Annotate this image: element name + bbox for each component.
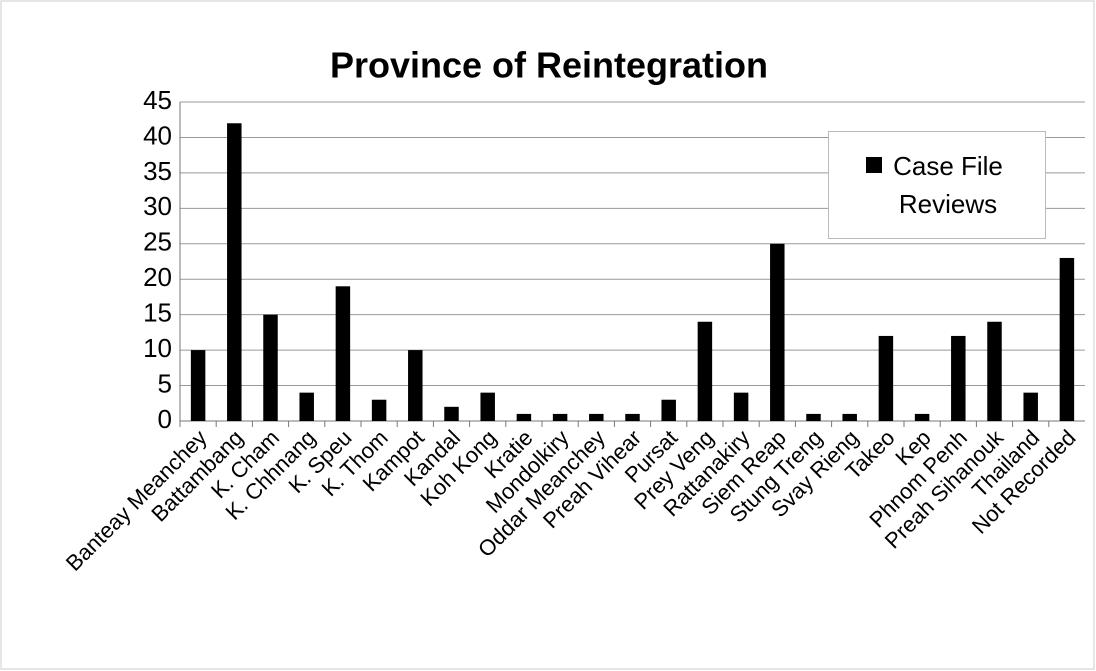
bar	[878, 335, 894, 421]
y-tick-label: 20	[143, 262, 172, 292]
bar	[227, 123, 242, 422]
y-tick-label: 45	[143, 85, 172, 115]
bar	[552, 413, 568, 421]
bar	[190, 350, 206, 421]
y-tick-label: 10	[143, 333, 172, 363]
bar	[263, 314, 278, 421]
legend: Case File Reviews	[828, 131, 1046, 239]
bar	[1059, 257, 1075, 421]
bar	[299, 392, 314, 421]
bar	[516, 413, 532, 421]
bar	[1023, 392, 1038, 421]
legend-label: Case File Reviews	[893, 151, 1003, 219]
bar	[371, 399, 387, 421]
bar	[733, 392, 749, 421]
bar	[335, 286, 351, 421]
bar	[770, 243, 785, 421]
y-tick-label: 5	[158, 368, 172, 398]
bar	[951, 335, 966, 421]
bar	[842, 413, 857, 421]
bar	[589, 413, 604, 421]
bar	[661, 399, 676, 421]
y-tick-label: 35	[143, 156, 172, 186]
bar	[408, 350, 423, 421]
bar	[480, 392, 495, 421]
bar	[914, 413, 930, 421]
y-tick-label: 30	[143, 191, 172, 221]
y-tick-label: 15	[143, 298, 172, 328]
legend-swatch	[866, 157, 882, 173]
y-tick-label: 40	[143, 120, 172, 150]
bar	[806, 413, 821, 421]
y-tick-label: 0	[158, 404, 172, 434]
bar	[697, 321, 713, 421]
bar	[444, 406, 459, 421]
bar	[625, 413, 640, 421]
bar	[987, 321, 1002, 421]
chart-title: Province of Reintegration	[330, 45, 768, 86]
y-tick-label: 25	[143, 227, 172, 257]
